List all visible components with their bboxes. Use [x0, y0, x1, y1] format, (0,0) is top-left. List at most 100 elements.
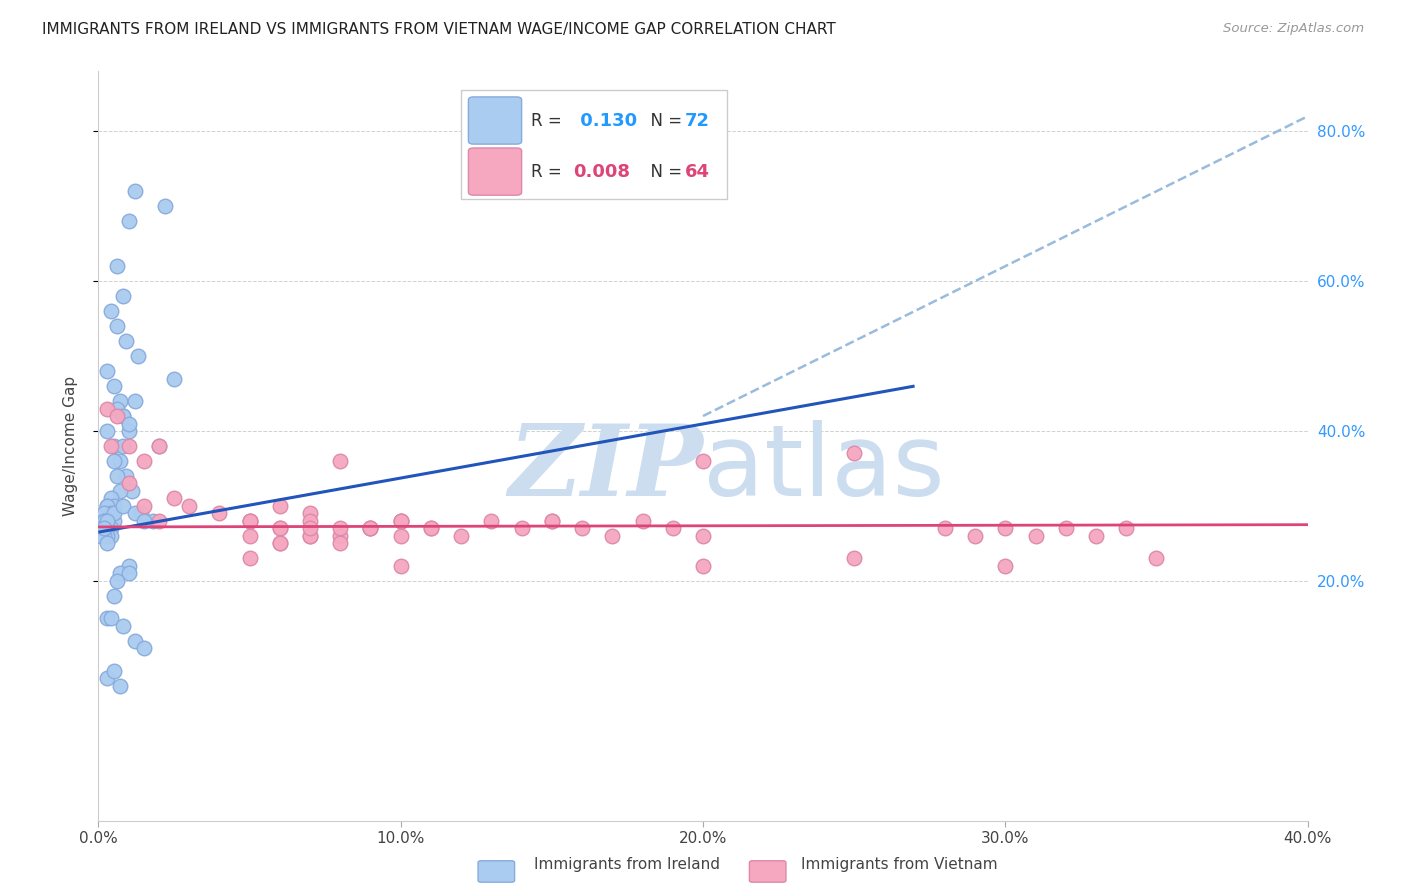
Text: 0.008: 0.008 — [574, 162, 631, 180]
Point — [96, 499, 118, 513]
Point — [1054, 521, 1077, 535]
Point — [100, 521, 122, 535]
Point — [96, 671, 118, 685]
Point — [163, 491, 186, 506]
Point — [389, 514, 412, 528]
Point — [148, 439, 170, 453]
Point — [111, 499, 134, 513]
Point — [934, 521, 956, 535]
Point — [269, 521, 291, 535]
Point — [631, 514, 654, 528]
Point — [100, 507, 122, 521]
Point — [118, 424, 141, 438]
Point — [389, 514, 412, 528]
Point — [602, 529, 624, 543]
Point — [121, 483, 143, 498]
Point — [269, 536, 291, 550]
Point — [105, 319, 128, 334]
Point — [239, 529, 262, 543]
Point — [450, 529, 472, 543]
Point — [1115, 521, 1137, 535]
Point — [111, 289, 134, 303]
Point — [269, 499, 291, 513]
Point — [118, 476, 141, 491]
Point — [103, 507, 125, 521]
Point — [994, 558, 1017, 573]
Point — [360, 521, 382, 535]
Point — [239, 551, 262, 566]
Point — [132, 454, 155, 468]
Point — [96, 424, 118, 438]
FancyBboxPatch shape — [468, 97, 522, 145]
Text: IMMIGRANTS FROM IRELAND VS IMMIGRANTS FROM VIETNAM WAGE/INCOME GAP CORRELATION C: IMMIGRANTS FROM IRELAND VS IMMIGRANTS FR… — [42, 22, 837, 37]
Point — [163, 371, 186, 385]
Y-axis label: Wage/Income Gap: Wage/Income Gap — [63, 376, 77, 516]
Point — [96, 401, 118, 416]
FancyBboxPatch shape — [461, 90, 727, 199]
Point — [100, 507, 122, 521]
Point — [100, 611, 122, 625]
Point — [844, 551, 866, 566]
Text: Immigrants from Vietnam: Immigrants from Vietnam — [801, 857, 998, 872]
Point — [90, 529, 112, 543]
Point — [132, 641, 155, 656]
Point — [269, 536, 291, 550]
Point — [420, 521, 443, 535]
Point — [103, 454, 125, 468]
Point — [93, 521, 115, 535]
Text: ZIP: ZIP — [508, 420, 703, 516]
Point — [93, 514, 115, 528]
Text: 72: 72 — [685, 112, 710, 129]
Text: N =: N = — [640, 112, 688, 129]
Point — [269, 521, 291, 535]
Point — [692, 529, 714, 543]
Point — [93, 514, 115, 528]
Point — [111, 409, 134, 423]
Point — [239, 514, 262, 528]
Point — [540, 514, 562, 528]
Point — [360, 521, 382, 535]
Point — [93, 529, 115, 543]
Point — [148, 439, 170, 453]
Point — [148, 514, 170, 528]
Point — [132, 499, 155, 513]
Point — [105, 259, 128, 273]
Point — [208, 507, 231, 521]
Point — [1024, 529, 1046, 543]
Point — [239, 514, 262, 528]
Point — [96, 499, 118, 513]
Point — [329, 454, 352, 468]
Text: 64: 64 — [685, 162, 710, 180]
Point — [111, 619, 134, 633]
Point — [105, 409, 128, 423]
Point — [105, 469, 128, 483]
Point — [329, 521, 352, 535]
Point — [100, 529, 122, 543]
Point — [90, 521, 112, 535]
Point — [965, 529, 987, 543]
Point — [389, 529, 412, 543]
Text: Immigrants from Ireland: Immigrants from Ireland — [534, 857, 720, 872]
Point — [571, 521, 593, 535]
Point — [96, 521, 118, 535]
Point — [481, 514, 503, 528]
Text: 0.130: 0.130 — [574, 112, 637, 129]
Point — [103, 514, 125, 528]
Text: R =: R = — [531, 162, 567, 180]
Point — [299, 521, 322, 535]
Point — [118, 566, 141, 581]
Point — [105, 574, 128, 588]
Point — [661, 521, 683, 535]
Point — [111, 409, 134, 423]
Point — [93, 521, 115, 535]
Text: atlas: atlas — [703, 420, 945, 517]
Point — [129, 507, 152, 521]
Text: Source: ZipAtlas.com: Source: ZipAtlas.com — [1223, 22, 1364, 36]
Point — [105, 401, 128, 416]
Point — [153, 199, 176, 213]
Point — [132, 514, 155, 528]
Point — [299, 507, 322, 521]
Point — [118, 558, 141, 573]
Point — [96, 514, 118, 528]
Point — [96, 364, 118, 378]
